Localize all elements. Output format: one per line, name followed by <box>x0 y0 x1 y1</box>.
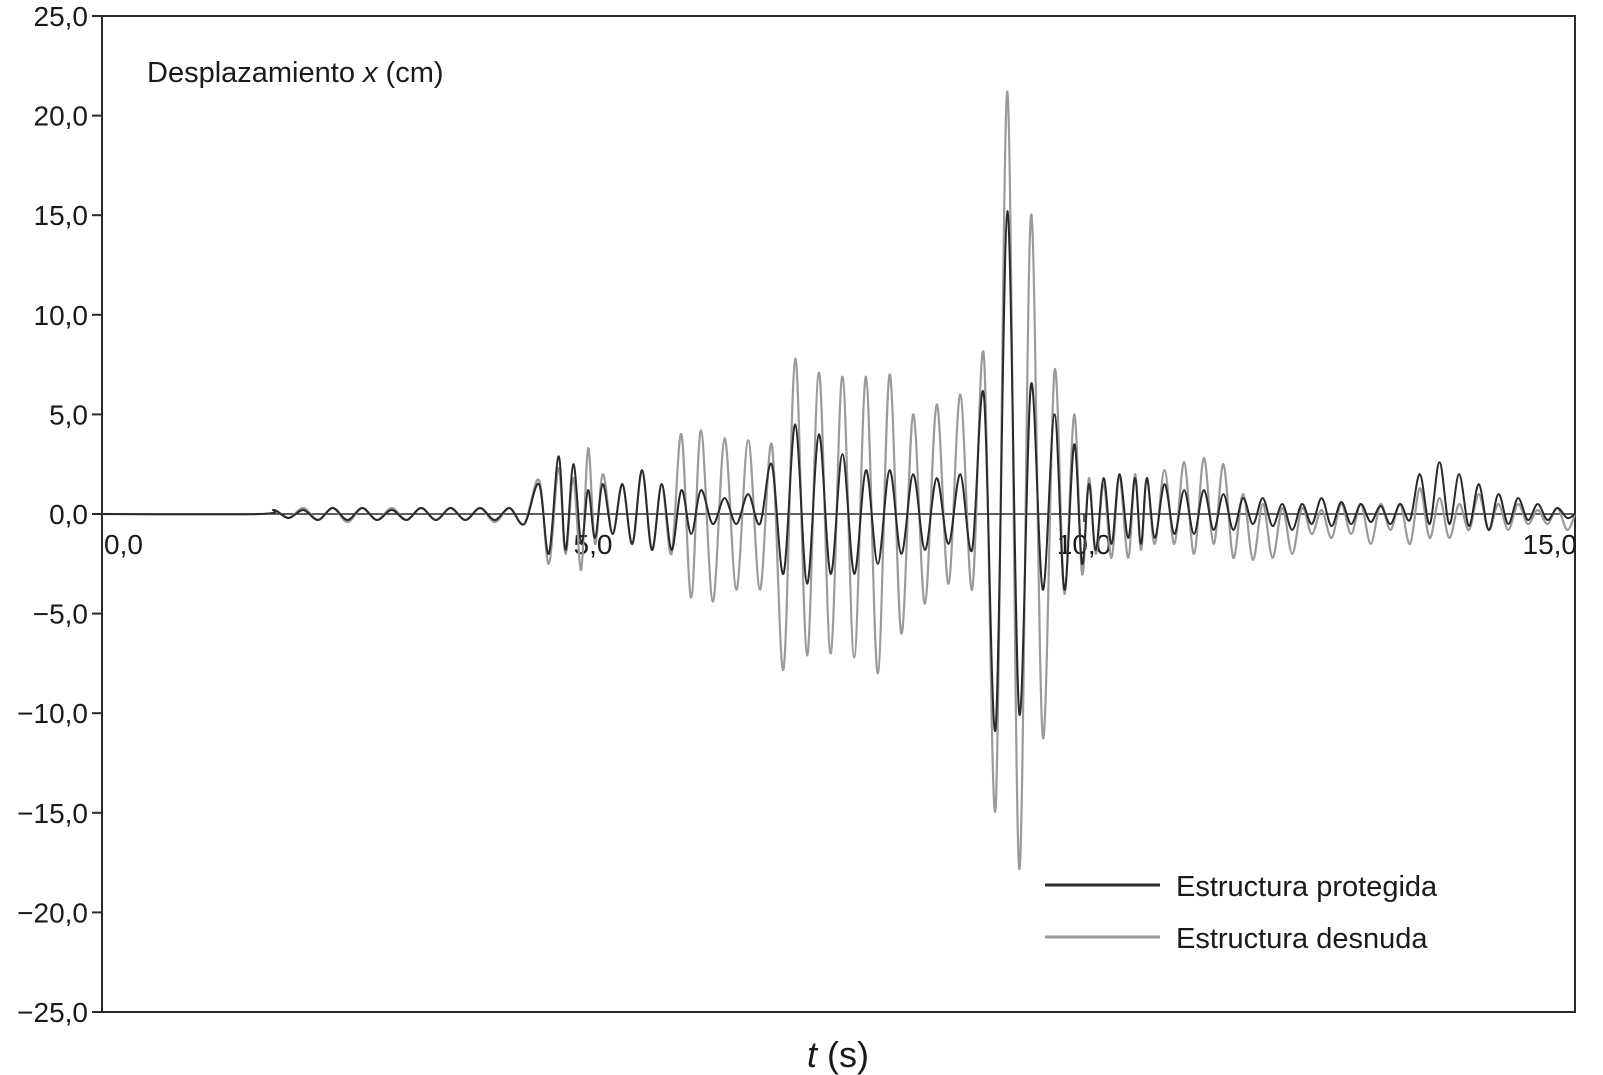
x-axis-label: t (s) <box>807 1034 869 1075</box>
x-tick-label: 0,0 <box>104 529 143 560</box>
y-tick-label: −15,0 <box>17 798 88 829</box>
chart-annotation: Desplazamiento x (cm) <box>147 57 444 89</box>
legend: Estructura protegida Estructura desnuda <box>1045 871 1438 955</box>
series-lines <box>101 90 1577 870</box>
y-tick-label: 20,0 <box>34 101 89 132</box>
y-tick-label: 15,0 <box>34 200 89 231</box>
annotation-prefix: Desplazamiento <box>147 57 363 89</box>
legend-label-estructura-desnuda: Estructura desnuda <box>1176 923 1428 955</box>
annotation-variable: x <box>361 57 379 89</box>
annotation-suffix: (cm) <box>378 57 444 89</box>
y-tick-label: −10,0 <box>17 698 88 729</box>
y-tick-label: −5,0 <box>33 599 88 630</box>
y-tick-label: −20,0 <box>17 897 88 928</box>
y-tick-label: 5,0 <box>49 399 88 430</box>
x-axis-label-unit: (s) <box>817 1034 869 1075</box>
x-tick-label: 15,0 <box>1523 529 1578 560</box>
series-line-estructura-protegida <box>101 210 1576 733</box>
legend-label-estructura-protegida: Estructura protegida <box>1176 871 1438 903</box>
x-axis-label-variable: t <box>807 1034 819 1075</box>
y-tick-label: 0,0 <box>49 499 88 530</box>
y-tick-label: −25,0 <box>17 997 88 1028</box>
y-tick-label: 25,0 <box>34 1 89 32</box>
y-tick-label: 10,0 <box>34 300 89 331</box>
y-axis-ticks: 25,0 20,0 15,0 10,0 5,0 0,0 −5,0 −10,0 −15,0 −20,… <box>17 1 102 1028</box>
